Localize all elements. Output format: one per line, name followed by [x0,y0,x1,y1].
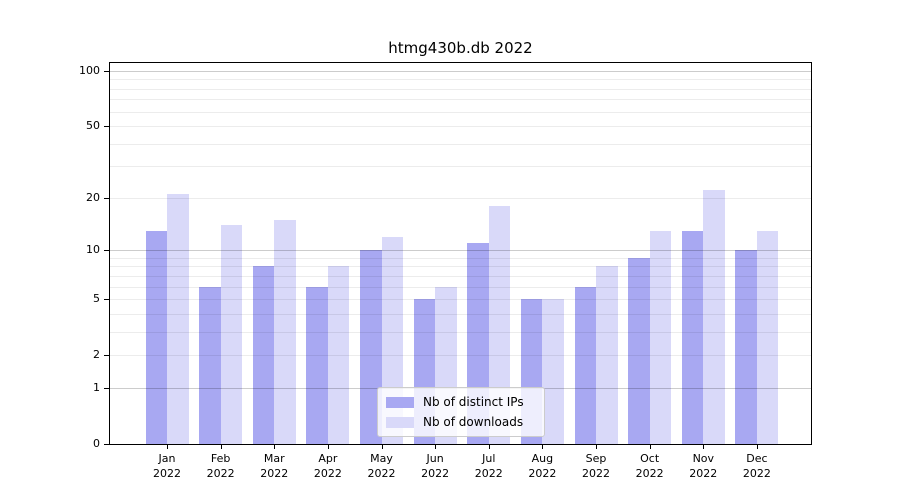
y-tick [104,250,109,252]
x-tick-label: Dec 2022 [742,452,771,480]
minor-gridline [110,112,811,113]
bar-ips-dec [735,250,757,444]
bar-downloads-jan [167,194,189,444]
x-tick [381,445,383,449]
x-tick [756,445,758,449]
x-tick-label: Mar 2022 [260,452,289,480]
legend-label-downloads: Nb of downloads [423,415,524,429]
minor-gridline [110,258,811,259]
x-tick-label: Jan 2022 [153,452,181,480]
bar-ips-apr [306,286,328,444]
y-tick-label: 10 [86,243,100,257]
x-tick [703,445,705,449]
bar-ips-nov [681,230,704,444]
minor-gridline [110,79,811,80]
y-tick-label: 2 [93,348,100,362]
x-tick [542,445,544,449]
x-tick-label: Sep 2022 [582,452,611,480]
y-tick-label: 1 [93,380,100,394]
y-tick [104,299,109,301]
major-gridline [110,250,811,251]
minor-gridline [110,166,811,167]
x-tick [220,445,222,449]
legend-label-distinct-ips: Nb of distinct IPs [423,395,524,409]
minor-gridline [110,299,811,300]
minor-gridline [110,332,811,333]
x-tick-label: Oct 2022 [635,452,664,480]
legend-item-distinct-ips: Nb of distinct IPs [386,394,536,410]
y-tick [104,444,109,445]
x-tick-label: Aug 2022 [528,452,557,480]
x-tick-label: Nov 2022 [689,452,718,480]
y-tick [104,355,109,357]
x-tick [327,445,329,449]
bar-downloads-sep [596,266,618,444]
minor-gridline [110,355,811,356]
minor-gridline [110,99,811,100]
legend-swatch-downloads [386,416,414,428]
minor-gridline [110,126,811,127]
x-tick-label: May 2022 [367,452,396,480]
x-tick [596,445,598,449]
x-tick-label: Jul 2022 [474,452,503,480]
y-tick-label: 100 [79,63,100,77]
chart-title: htmg430b.db 2022 [388,39,533,57]
legend: Nb of distinct IPs Nb of downloads [377,387,545,437]
x-tick-label: Feb 2022 [206,452,235,480]
bar-downloads-mar [274,219,296,444]
bar-ips-sep [574,286,597,444]
y-tick [104,70,109,72]
bar-ips-jan [145,230,167,444]
y-tick [104,126,109,128]
bar-downloads-jul [488,205,511,444]
bar-downloads-oct [649,230,672,444]
x-tick [167,445,168,449]
minor-gridline [110,144,811,145]
legend-swatch-distinct-ips [386,396,414,408]
bar-downloads-aug [542,299,564,444]
bar-ips-feb [199,286,221,444]
plot-area: Nb of distinct IPs Nb of downloads [109,62,812,445]
bar-ips-may [360,250,382,444]
x-tick-label: Jun 2022 [421,452,450,480]
legend-item-downloads: Nb of downloads [386,414,536,430]
x-tick [488,445,490,449]
x-tick [274,445,276,449]
bar-downloads-apr [327,266,350,444]
minor-gridline [110,89,811,90]
y-tick [104,197,109,199]
y-tick-label: 50 [86,119,100,133]
minor-gridline [110,276,811,277]
bar-downloads-dec [756,230,779,444]
bar-downloads-feb [220,225,243,444]
y-tick-label: 20 [86,190,100,204]
x-tick [435,445,437,449]
y-tick [104,387,109,389]
bar-ips-oct [628,257,650,444]
minor-gridline [110,198,811,199]
minor-gridline [110,287,811,288]
x-tick [649,445,651,449]
bar-downloads-nov [703,190,725,444]
y-tick-label: 5 [93,292,100,306]
major-gridline [110,71,811,72]
minor-gridline [110,314,811,315]
x-tick-label: Apr 2022 [313,452,342,480]
minor-gridline [110,266,811,267]
bar-ips-mar [252,266,275,444]
y-tick-label: 0 [93,437,100,450]
